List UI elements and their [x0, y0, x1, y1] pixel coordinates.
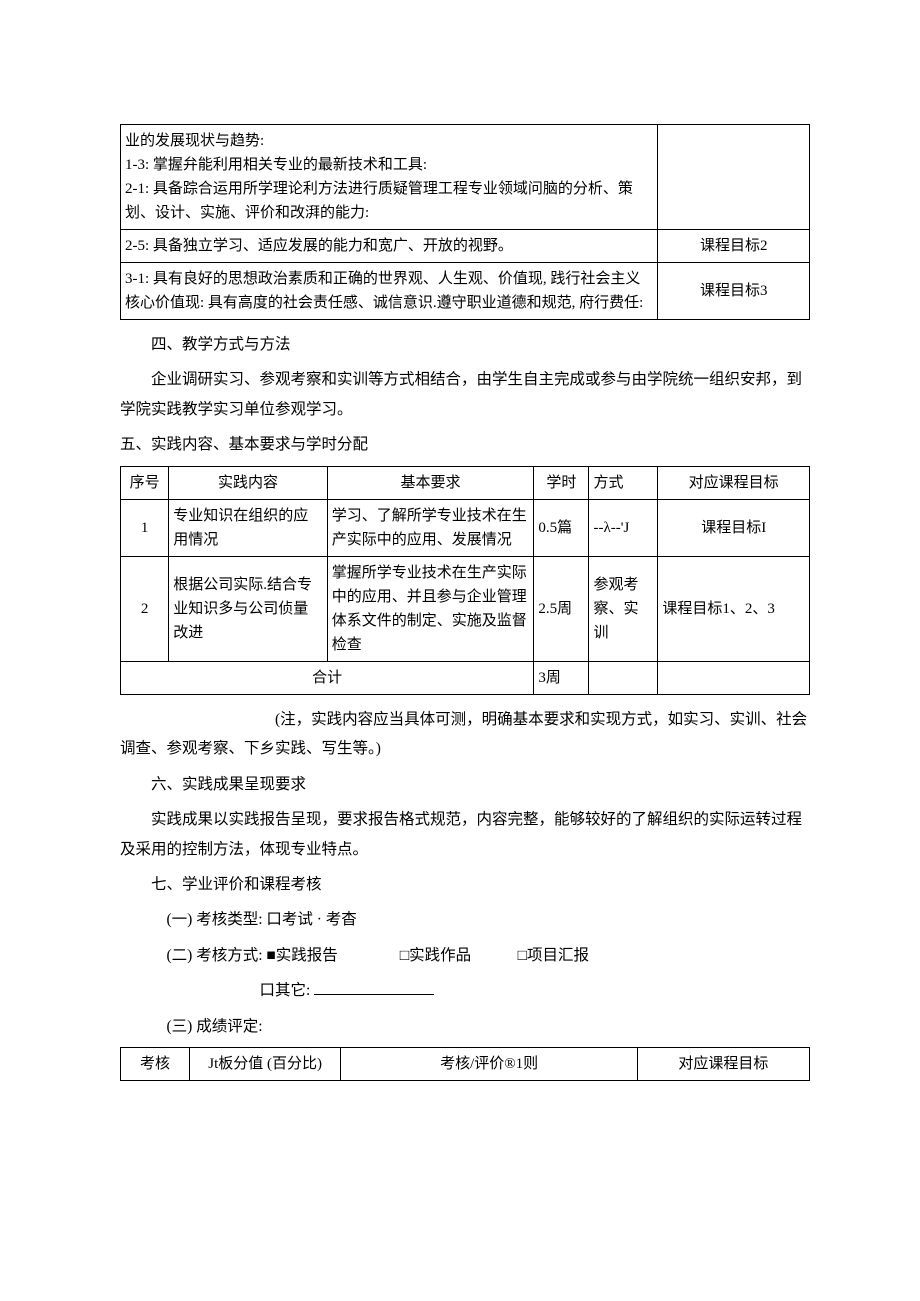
col-hours: 学时	[534, 466, 589, 499]
table-row: 业的发展现状与趋势: 1-3: 掌握弁能利用相关专业的最新技术和工具: 2-1:…	[121, 125, 810, 230]
section-4-title: 四、教学方式与方法	[120, 330, 810, 359]
req-cell: 业的发展现状与趋势: 1-3: 掌握弁能利用相关专业的最新技术和工具: 2-1:…	[121, 125, 658, 230]
section-6-title: 六、实践成果呈现要求	[120, 770, 810, 799]
col-goal: 对应课程目标	[658, 466, 810, 499]
table-row: 2-5: 具备独立学习、适应发展的能力和宽广、开放的视野。 课程目标2	[121, 230, 810, 263]
table2-note: (注，实践内容应当具体可测，明确基本要求和实现方式，如实习、实训、社会调查、参观…	[120, 705, 810, 764]
section-7-item2: (二) 考核方式: ■实践报告 □实践作品 □项目汇报	[120, 941, 810, 970]
goal-cell: 课程目标3	[658, 263, 810, 320]
col-exam: 考核	[121, 1048, 190, 1081]
goal-cell	[658, 125, 810, 230]
table-row: 1 专业知识在组织的应用情况 学习、了解所学专业技术在生产实际中的应用、发展情况…	[121, 499, 810, 556]
cell-req: 学习、了解所学专业技术在生产实际中的应用、发展情况	[327, 499, 534, 556]
cell-content: 专业知识在组织的应用情况	[169, 499, 327, 556]
cell-goal: 课程目标I	[658, 499, 810, 556]
cell-no: 1	[121, 499, 169, 556]
cell-req: 掌握所学专业技术在生产实际中的应用、并且参与企业管理体系文件的制定、实施及监督检…	[327, 556, 534, 661]
section-6-body: 实践成果以实践报告呈现，要求报告格式规范，内容完整，能够较好的了解组织的实际运转…	[120, 805, 810, 864]
section-4-body: 企业调研实习、参观考察和实训等方式相结合，由学生自主完成或参与由学院统一组织安邦…	[120, 365, 810, 424]
col-rule: 考核/评价®1则	[341, 1048, 637, 1081]
practice-content-table: 序号 实践内容 基本要求 学时 方式 对应课程目标 1 专业知识在组织的应用情况…	[120, 466, 810, 695]
requirements-table: 业的发展现状与趋势: 1-3: 掌握弁能利用相关专业的最新技术和工具: 2-1:…	[120, 124, 810, 320]
table-header-row: 序号 实践内容 基本要求 学时 方式 对应课程目标	[121, 466, 810, 499]
table-row: 3-1: 具有良好的思想政治素质和正确的世界观、人生观、价值现, 践行社会主义核…	[121, 263, 810, 320]
cell-hours: 0.5篇	[534, 499, 589, 556]
assessment-table: 考核 Jt板分值 (百分比) 考核/评价®1则 对应课程目标	[120, 1047, 810, 1081]
cell-no: 2	[121, 556, 169, 661]
total-label: 合计	[121, 661, 534, 694]
total-hours: 3周	[534, 661, 589, 694]
document-page: 业的发展现状与趋势: 1-3: 掌握弁能利用相关专业的最新技术和工具: 2-1:…	[0, 0, 920, 1151]
col-mode: 方式	[589, 466, 658, 499]
total-goal	[658, 661, 810, 694]
section-7-title: 七、学业评价和课程考核	[120, 870, 810, 899]
section-5-title: 五、实践内容、基本要求与学时分配	[120, 430, 810, 459]
col-req: 基本要求	[327, 466, 534, 499]
goal-cell: 课程目标2	[658, 230, 810, 263]
cell-mode: 参观考察、实训	[589, 556, 658, 661]
cell-goal: 课程目标1、2、3	[658, 556, 810, 661]
req-cell: 2-5: 具备独立学习、适应发展的能力和宽广、开放的视野。	[121, 230, 658, 263]
section-7-item2b: 口其它:	[120, 976, 810, 1005]
cell-hours: 2.5周	[534, 556, 589, 661]
table-total-row: 合计 3周	[121, 661, 810, 694]
section-7-item3: (三) 成绩评定:	[120, 1012, 810, 1041]
cell-content: 根据公司实际.结合专业知识多与公司侦量改进	[169, 556, 327, 661]
col-no: 序号	[121, 466, 169, 499]
req-text: 业的发展现状与趋势: 1-3: 掌握弁能利用相关专业的最新技术和工具: 2-1:…	[125, 129, 653, 225]
note-text: (注，实践内容应当具体可测，明确基本要求和实现方式，如实习、实训、社会调查、参观…	[120, 711, 807, 757]
blank-line	[314, 979, 434, 996]
cell-mode: --λ--'J	[589, 499, 658, 556]
table-header-row: 考核 Jt板分值 (百分比) 考核/评价®1则 对应课程目标	[121, 1048, 810, 1081]
section-7-item1: (一) 考核类型: 口考试 · 考杳	[120, 905, 810, 934]
col-score: Jt板分值 (百分比)	[189, 1048, 341, 1081]
col-goal: 对应课程目标	[637, 1048, 809, 1081]
total-mode	[589, 661, 658, 694]
req-cell: 3-1: 具有良好的思想政治素质和正确的世界观、人生观、价值现, 践行社会主义核…	[121, 263, 658, 320]
table-row: 2 根据公司实际.结合专业知识多与公司侦量改进 掌握所学专业技术在生产实际中的应…	[121, 556, 810, 661]
other-label: 口其它:	[260, 982, 315, 999]
col-content: 实践内容	[169, 466, 327, 499]
